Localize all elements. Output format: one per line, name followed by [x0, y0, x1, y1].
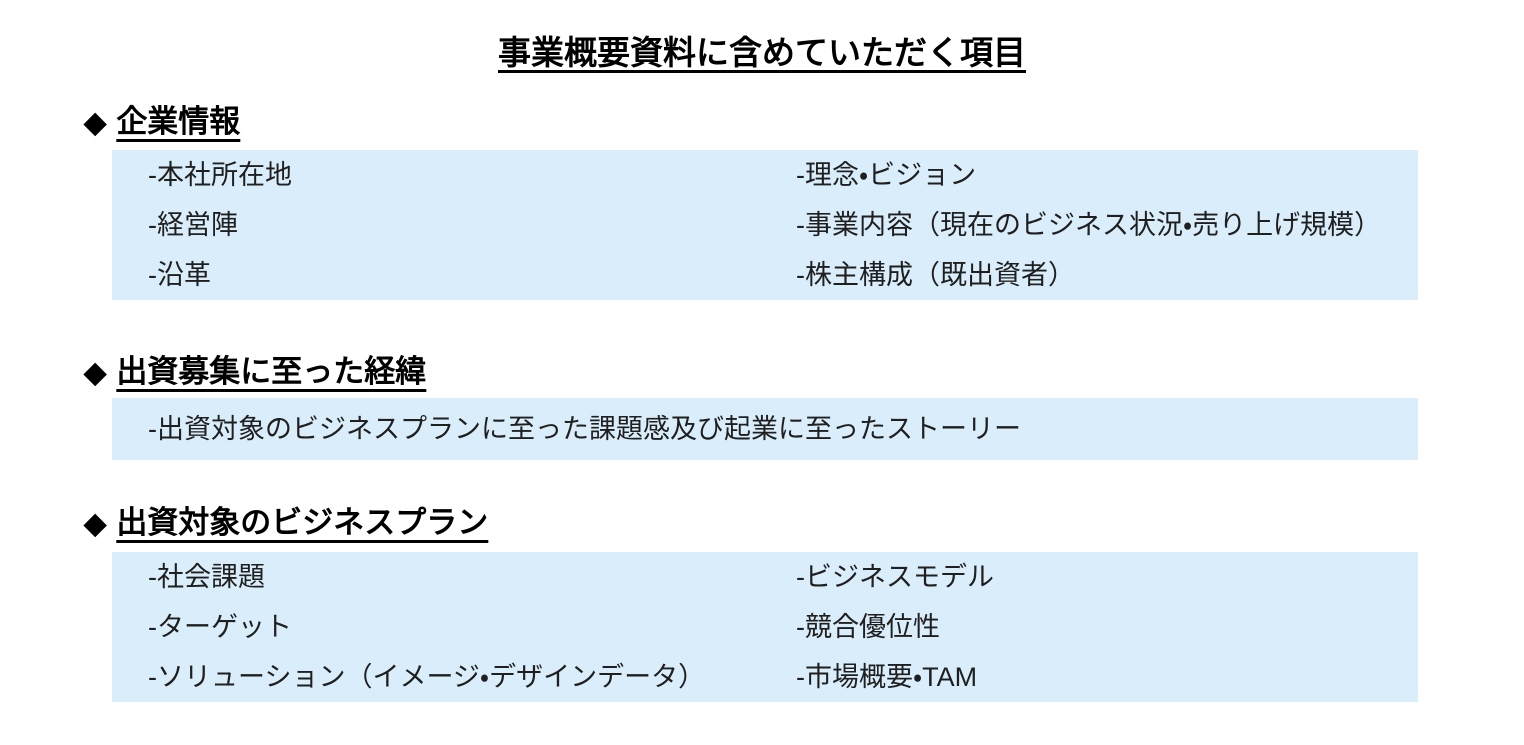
section-heading-funding-background: ◆ 出資募集に至った経緯	[84, 346, 426, 391]
list-item: -経営陣	[148, 210, 238, 240]
page-title: 事業概要資料に含めていただく項目	[498, 34, 1026, 71]
list-item: -出資対象のビジネスプランに至った課題感及び起業に至ったストーリー	[148, 414, 1021, 444]
section-heading-business-plan: ◆ 出資対象のビジネスプラン	[84, 497, 488, 542]
list-item: -株主構成（既出資者）	[796, 260, 1075, 290]
list-item: -沿革	[148, 260, 211, 290]
list-item: -ソリューション（イメージ・デザインデータ）	[148, 662, 706, 692]
list-item: -ターゲット	[148, 612, 292, 642]
list-item: -社会課題	[148, 562, 265, 592]
list-item: -ビジネスモデル	[796, 562, 994, 592]
item-column-single: -出資対象のビジネスプランに至った課題感及び起業に至ったストーリー	[112, 398, 1021, 460]
diamond-bullet-icon: ◆	[84, 357, 107, 389]
item-box-company-info: -本社所在地 -経営陣 -沿革 -理念・ビジョン -事業内容（現在のビジネス状況…	[112, 150, 1418, 300]
list-item: -競合優位性	[796, 612, 940, 642]
list-item: -事業内容（現在のビジネス状況・売り上げ規模）	[796, 210, 1382, 240]
diamond-bullet-icon: ◆	[84, 508, 107, 540]
section-heading-label: 出資対象のビジネスプラン	[116, 505, 489, 540]
section-heading-label: 出資募集に至った経緯	[116, 354, 427, 389]
item-box-funding-background: -出資対象のビジネスプランに至った課題感及び起業に至ったストーリー	[112, 398, 1418, 460]
list-item: -理念・ビジョン	[796, 160, 977, 190]
list-item: -本社所在地	[148, 160, 292, 190]
item-box-business-plan: -社会課題 -ターゲット -ソリューション（イメージ・デザインデータ） -ビジネ…	[112, 552, 1418, 702]
diamond-bullet-icon: ◆	[84, 107, 107, 139]
section-heading-company-info: ◆ 企業情報	[84, 96, 240, 141]
item-column-right: -ビジネスモデル -競合優位性 -市場概要・TAM	[760, 552, 1418, 702]
section-heading-label: 企業情報	[116, 104, 241, 139]
item-column-left: -本社所在地 -経営陣 -沿革	[112, 150, 760, 300]
list-item: -市場概要・TAM	[796, 662, 978, 692]
item-column-left: -社会課題 -ターゲット -ソリューション（イメージ・デザインデータ）	[112, 552, 760, 702]
item-column-right: -理念・ビジョン -事業内容（現在のビジネス状況・売り上げ規模） -株主構成（既…	[760, 150, 1418, 300]
